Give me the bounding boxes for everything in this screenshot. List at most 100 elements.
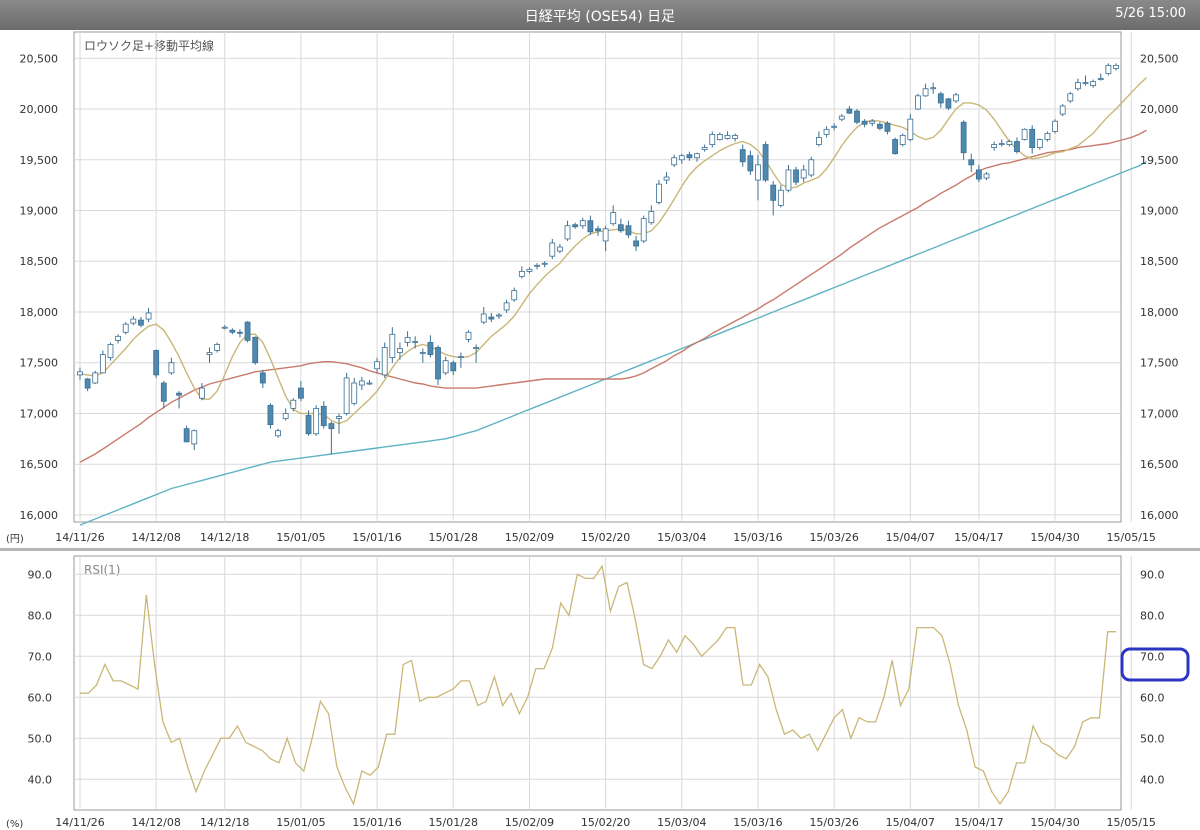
candle (511, 287, 518, 302)
candle (503, 299, 510, 313)
title-bar: 日経平均 (OSE54) 日足 5/26 15:00 (0, 0, 1200, 30)
rsi-x-tick: 15/03/16 (733, 816, 782, 829)
candle (724, 131, 731, 140)
candle-body (457, 356, 464, 359)
candle (732, 133, 739, 142)
candle-body (739, 149, 746, 163)
moving-average-mid (79, 129, 1147, 463)
candle-body (358, 380, 365, 386)
price-y-tick-left: 18,000 (20, 306, 59, 319)
candle (183, 425, 190, 443)
candle (320, 401, 327, 429)
price-x-tick: 15/04/07 (886, 531, 935, 544)
candle-body (1006, 141, 1013, 145)
candle (191, 429, 198, 450)
price-y-tick-right: 19,000 (1140, 205, 1179, 218)
candle (275, 428, 281, 438)
candle (770, 181, 777, 216)
price-x-tick: 15/02/20 (581, 531, 630, 544)
candle (633, 235, 639, 252)
candle-body (473, 347, 480, 349)
candle-body (1067, 93, 1074, 102)
candle-body (191, 430, 198, 445)
candle (92, 370, 99, 385)
candle-body (153, 350, 160, 376)
price-y-tick-left: 16,000 (20, 509, 59, 522)
candle-body (762, 144, 769, 181)
candle-body (937, 93, 944, 104)
price-y-tick-right: 18,000 (1140, 306, 1179, 319)
rsi-y-ticks: 40.0 40.0 50.0 50.0 60.0 60.0 70.0 70.0 80.0 80.0… (28, 568, 1165, 786)
candle (884, 121, 891, 135)
price-x-tick: 15/01/16 (352, 531, 401, 544)
candle-body (755, 164, 761, 181)
rsi-series-line (80, 564, 1116, 806)
candle-body (435, 347, 441, 380)
candle-body (450, 362, 457, 372)
candle-body (732, 135, 739, 139)
candle (937, 91, 944, 109)
candle (1075, 78, 1081, 91)
candle (534, 263, 540, 270)
rsi-y-tick-left: 80.0 (28, 609, 53, 622)
candle (610, 205, 617, 226)
candle-body (526, 268, 533, 272)
rsi-unit-label: (%) (6, 819, 23, 830)
candle-body (130, 318, 137, 324)
candle (450, 360, 457, 375)
candle-body (709, 133, 716, 145)
candle (412, 336, 419, 349)
candle (846, 105, 853, 115)
price-y-tick-right: 16,000 (1140, 509, 1179, 522)
price-y-tick-left: 20,000 (20, 103, 59, 116)
candle-body (465, 331, 472, 340)
candle-body (145, 312, 152, 320)
candle (244, 321, 251, 343)
candle-body (343, 377, 350, 414)
candle (473, 344, 480, 363)
candle (198, 383, 205, 401)
chart-title: 日経平均 (OSE54) 日足 (524, 9, 676, 25)
candle-body (625, 225, 632, 236)
candle-body (138, 319, 144, 326)
moving-average-long (79, 161, 1147, 526)
rsi-x-tick: 15/02/09 (505, 816, 554, 829)
candle-body (221, 326, 228, 329)
candle (899, 133, 906, 147)
candle (130, 316, 137, 326)
rsi-x-tick: 15/02/20 (581, 816, 630, 829)
candle (572, 222, 579, 229)
candle (854, 109, 860, 125)
candle-body (960, 121, 967, 154)
candle-body (336, 416, 342, 419)
candle (800, 164, 807, 183)
candle-body (770, 184, 777, 201)
candle-body (823, 128, 830, 135)
candle (831, 123, 838, 131)
candle (678, 153, 685, 164)
price-y-tick-right: 16,500 (1140, 458, 1179, 471)
candle-body (640, 218, 647, 242)
rsi-y-tick-right: 90.0 (1140, 568, 1165, 581)
candle-body (572, 224, 579, 228)
candle (214, 342, 221, 353)
candle (686, 151, 693, 161)
candle-body (892, 139, 898, 155)
candle-body (419, 352, 426, 354)
candle-body (579, 220, 586, 227)
candle-body (511, 290, 518, 301)
candle (160, 380, 167, 409)
price-x-tick: 15/01/05 (276, 531, 325, 544)
candle-body (92, 372, 99, 384)
candle (366, 379, 373, 386)
price-x-tick: 15/01/28 (429, 531, 478, 544)
candle-body (899, 135, 906, 145)
candle-body (183, 428, 190, 443)
price-panel: ロウソク足+移動平均線 (円) 16,000 16,000 16,500 16,500… (6, 31, 1179, 545)
panel-divider[interactable] (0, 548, 1200, 551)
candle (701, 144, 708, 152)
candle (1052, 119, 1058, 134)
candle-body (648, 211, 655, 224)
candle-body (442, 360, 449, 374)
candle-body (1044, 132, 1051, 140)
